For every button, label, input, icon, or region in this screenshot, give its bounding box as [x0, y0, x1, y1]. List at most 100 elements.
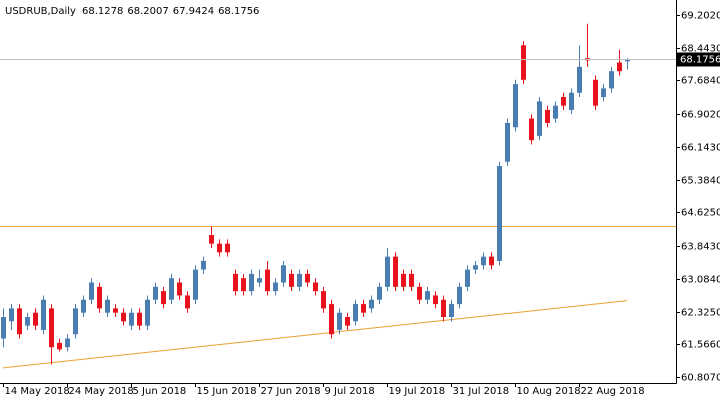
x-tick-label: 31 Jul 2018: [453, 386, 510, 397]
candle-body: [225, 243, 230, 253]
x-tick-label: 22 Aug 2018: [581, 386, 645, 397]
candle-body: [457, 286, 462, 305]
open-value: 68.1278: [82, 6, 123, 17]
x-tick-label: 27 Jun 2018: [261, 386, 321, 397]
candle-body: [561, 97, 566, 106]
candle-body: [361, 304, 366, 313]
candle-body: [465, 269, 470, 287]
y-tick-label: 68.4430: [681, 44, 720, 55]
candle-body: [57, 342, 62, 350]
candle-body: [537, 101, 542, 136]
candle-body: [473, 265, 478, 270]
candle-body: [113, 308, 118, 313]
candle-body: [601, 88, 606, 98]
candle-body: [321, 291, 326, 309]
candle-body: [489, 256, 494, 266]
price-label: 68.1756: [680, 55, 720, 66]
candle-body: [273, 282, 278, 292]
candle-body: [553, 105, 558, 119]
candle-body: [513, 84, 518, 128]
candle-body: [137, 312, 142, 326]
close-value: 68.1756: [218, 6, 259, 17]
candle-body: [97, 286, 102, 309]
x-tick-label: 9 Jul 2018: [325, 386, 375, 397]
y-tick-label: 61.5660: [681, 340, 720, 351]
y-tick-label: 67.6840: [681, 76, 720, 87]
candle-body: [281, 265, 286, 283]
candle-body: [257, 278, 262, 283]
candle-body: [289, 273, 294, 287]
candle-body: [625, 59, 630, 62]
candle-body: [41, 299, 46, 330]
candle-body: [417, 286, 422, 300]
candle-body: [241, 278, 246, 292]
y-tick-label: 69.2020: [681, 11, 720, 22]
candle-body: [329, 304, 334, 335]
candle-body: [209, 235, 214, 244]
x-tick-label: 24 May 2018: [69, 386, 134, 397]
header: USDRUB,Daily 68.1278 68.2007 67.9424 68.1756: [5, 6, 259, 17]
candle-body: [337, 312, 342, 330]
candle-body: [153, 286, 158, 300]
candle-body: [265, 269, 270, 292]
y-tick-label: 64.6250: [681, 208, 720, 219]
candle-body: [161, 291, 166, 305]
candle-body: [497, 166, 502, 261]
candle-body: [345, 317, 350, 326]
candle-body: [193, 269, 198, 300]
candle-body: [129, 312, 134, 326]
candle-body: [25, 317, 30, 326]
candle-body: [353, 304, 358, 322]
candle-body: [441, 299, 446, 318]
y-tick-label: 62.3250: [681, 308, 720, 319]
candle-body: [145, 299, 150, 326]
candle-body: [425, 291, 430, 300]
y-tick-label: 65.3840: [681, 176, 720, 187]
x-tick-label: 5 Jun 2018: [133, 386, 187, 397]
candle-body: [385, 256, 390, 287]
y-tick-label: 66.1430: [681, 143, 720, 154]
candle-body: [169, 278, 174, 300]
candle-body: [593, 79, 598, 106]
candle-body: [401, 273, 406, 287]
y-tick-label: 63.0840: [681, 275, 720, 286]
candle-body: [121, 312, 126, 322]
candle-body: [481, 256, 486, 266]
candle-body: [393, 256, 398, 287]
candle-body: [33, 312, 38, 326]
trend-line: [2, 300, 628, 369]
y-tick-label: 63.8430: [681, 242, 720, 253]
y-tick-label: 60.8070: [681, 373, 720, 384]
candle-body: [89, 282, 94, 300]
candle-body: [409, 273, 414, 287]
candle-body: [617, 62, 622, 72]
candle-body: [569, 92, 574, 110]
candle-body: [185, 295, 190, 309]
candle-body: [377, 286, 382, 300]
candle-body: [65, 338, 70, 348]
candle-body: [369, 299, 374, 309]
candle-body: [529, 118, 534, 141]
candle-body: [201, 260, 206, 270]
candle-body: [9, 308, 14, 322]
candle-body: [433, 295, 438, 305]
candle-body: [1, 317, 6, 339]
chart-title: USDRUB,Daily: [5, 6, 76, 17]
candle-body: [297, 273, 302, 287]
candle-body: [577, 66, 582, 93]
candle-body: [313, 282, 318, 292]
high-value: 68.2007: [127, 6, 168, 17]
candle-body: [233, 273, 238, 292]
candle-body: [217, 243, 222, 253]
x-tick-label: 19 Jul 2018: [389, 386, 446, 397]
x-tick-label: 14 May 2018: [5, 386, 70, 397]
candle-body: [105, 299, 110, 313]
candle-body: [609, 71, 614, 89]
candle-body: [177, 282, 182, 296]
candle-body: [305, 273, 310, 283]
price-box: [677, 52, 720, 67]
low-value: 67.9424: [173, 6, 214, 17]
x-tick-label: 10 Aug 2018: [517, 386, 581, 397]
